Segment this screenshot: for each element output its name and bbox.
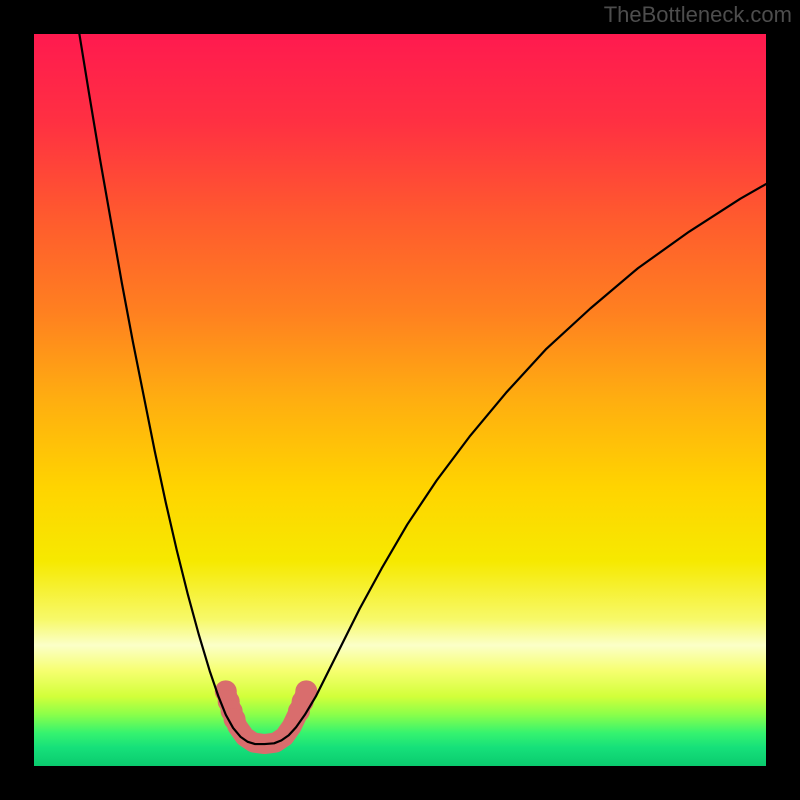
curve-layer — [34, 34, 766, 766]
chart-stage: TheBottleneck.com — [0, 0, 800, 800]
watermark-text: TheBottleneck.com — [604, 2, 792, 28]
highlight-dot — [224, 708, 246, 730]
plot-frame — [34, 34, 766, 766]
bottleneck-curve — [79, 34, 766, 744]
